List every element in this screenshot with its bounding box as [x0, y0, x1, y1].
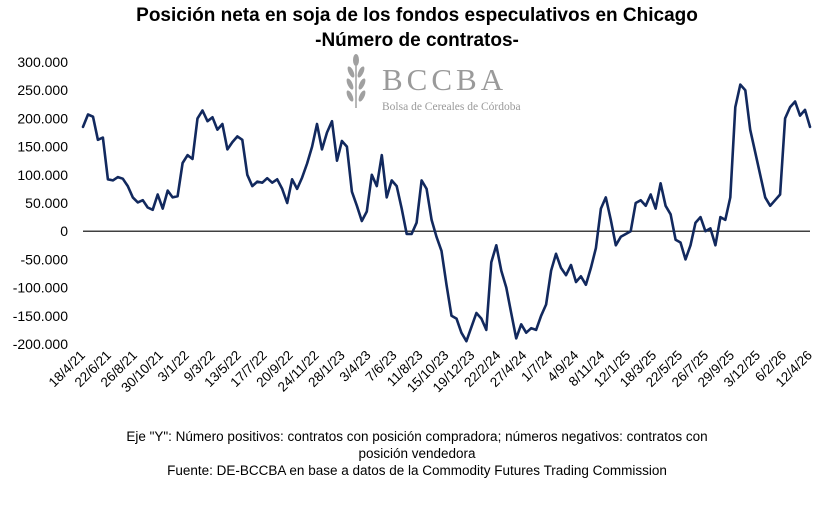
chart-subtitle: -Número de contratos- — [315, 30, 519, 51]
y-tick-label: 250.000 — [17, 82, 68, 98]
y-tick-label: 0 — [60, 223, 68, 239]
chart-title: Posición neta en soja de los fondos espe… — [136, 5, 698, 26]
watermark-name: BCCBA — [382, 62, 507, 97]
watermark-tagline: Bolsa de Cereales de Córdoba — [382, 101, 521, 113]
source-note: Fuente: DE-BCCBA en base a datos de la C… — [167, 463, 667, 478]
axis-note-line-1: Eje "Y": Número positivos: contratos con… — [126, 429, 708, 444]
y-tick-label: -200.000 — [13, 336, 68, 352]
y-tick-label: -100.000 — [13, 280, 68, 296]
y-tick-label: 300.000 — [17, 54, 68, 70]
axis-note-line-2: posición vendedora — [358, 446, 476, 461]
y-tick-label: 150.000 — [17, 139, 68, 155]
series-line-net-position — [81, 83, 812, 343]
y-tick-label: 50.000 — [25, 195, 68, 211]
bccba-watermark: BCCBA Bolsa de Cereales de Córdoba — [346, 54, 521, 113]
y-tick-label: -50.000 — [21, 251, 69, 267]
y-tick-label: -150.000 — [13, 308, 68, 324]
wheat-logo-icon — [346, 54, 366, 108]
y-tick-label: 200.000 — [17, 110, 68, 126]
y-tick-label: 100.000 — [17, 167, 68, 183]
